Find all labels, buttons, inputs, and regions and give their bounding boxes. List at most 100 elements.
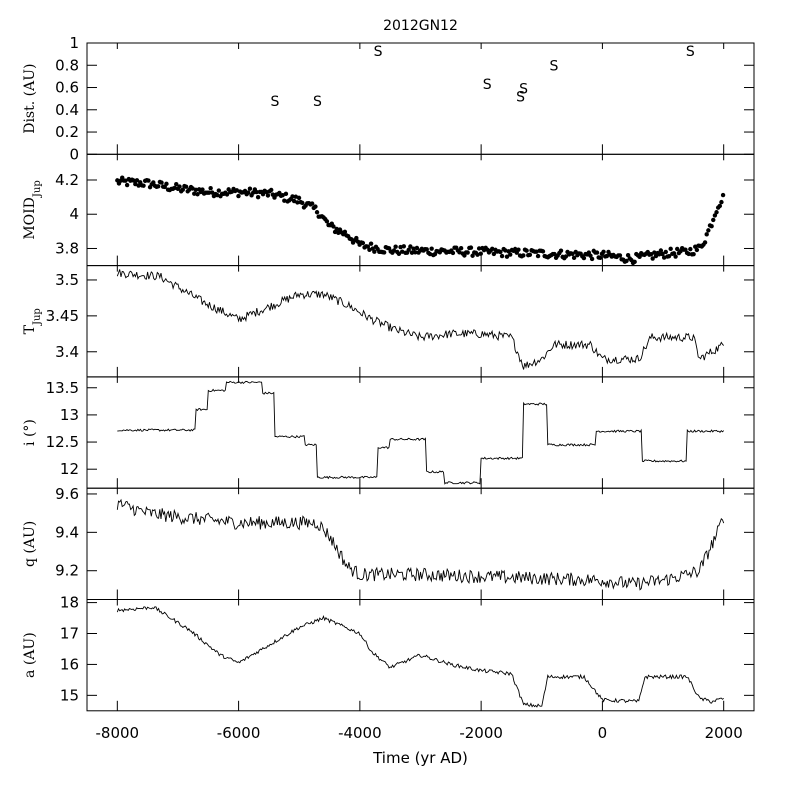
data-point: [123, 178, 128, 183]
data-point: [504, 254, 510, 259]
data-point: [331, 224, 336, 229]
data-point: [465, 250, 470, 255]
data-point: [524, 248, 529, 253]
data-point-marker: S: [374, 44, 383, 60]
panel-tjup: 3.4 3.45 3.5 TJup: [22, 265, 755, 378]
data-point: [206, 190, 212, 195]
data-point: [714, 210, 719, 215]
y-axis-title-subscript: Jup: [32, 308, 43, 326]
data-point: [216, 188, 222, 193]
data-point: [470, 253, 475, 258]
y-tick-label: 0.2: [55, 123, 79, 141]
data-point: [663, 249, 668, 255]
data-point: [570, 251, 575, 257]
data-point-marker: S: [549, 58, 558, 74]
data-point: [458, 246, 464, 251]
data-point: [195, 192, 200, 197]
data-point: [414, 245, 420, 251]
data-point: [381, 250, 387, 255]
y-tick-label: 1: [69, 34, 79, 52]
series-line: [116, 498, 725, 591]
data-point: [625, 253, 631, 258]
data-point: [200, 187, 205, 192]
data-point: [720, 192, 726, 198]
y-tick-label: 0.6: [55, 79, 79, 97]
data-point: [683, 247, 688, 252]
data-point: [521, 253, 526, 258]
data-point: [675, 246, 680, 252]
y-axis-title: Dist. (AU): [22, 64, 38, 134]
data-point: [709, 224, 714, 229]
data-point: [589, 256, 595, 262]
data-point: [476, 246, 482, 251]
y-axis-title: a (AU): [22, 632, 38, 678]
data-point: [131, 178, 136, 183]
data-point: [124, 182, 130, 188]
data-point: [527, 252, 533, 257]
data-point: [571, 255, 577, 261]
data-point: [516, 247, 521, 252]
data-point: [290, 194, 295, 199]
data-point: [650, 256, 655, 261]
data-point-marker: S: [519, 82, 528, 98]
data-point: [255, 195, 261, 200]
data-point: [660, 251, 665, 257]
data-point-marker: S: [271, 94, 280, 110]
data-point-marker: S: [483, 77, 492, 93]
data-point: [668, 246, 673, 252]
y-tick-label: 16: [60, 655, 79, 673]
data-point: [300, 200, 305, 206]
data-point: [295, 200, 300, 205]
data-point: [313, 204, 318, 209]
data-point: [354, 235, 359, 241]
data-point: [704, 232, 709, 237]
data-point: [673, 254, 678, 259]
data-point: [617, 253, 623, 258]
data-point: [224, 192, 230, 197]
y-axis-title-subscript: Jup: [32, 180, 43, 198]
data-point: [429, 246, 434, 251]
data-point: [601, 249, 606, 254]
data-point: [632, 259, 637, 265]
data-point: [413, 250, 418, 255]
x-tick-label: -2000: [459, 724, 503, 742]
data-point: [246, 190, 251, 195]
data-point: [180, 187, 186, 192]
data-point: [156, 184, 161, 189]
data-point: [247, 186, 253, 191]
y-axis-title: MOIDJup: [22, 180, 43, 239]
y-tick-label: 13: [60, 406, 79, 424]
data-point: [134, 178, 140, 183]
data-point: [151, 180, 156, 185]
data-point: [688, 246, 693, 252]
data-point: [499, 253, 505, 259]
data-point: [686, 251, 691, 257]
data-point: [637, 254, 642, 260]
data-point: [450, 250, 456, 256]
data-point: [658, 248, 664, 253]
data-point: [498, 249, 503, 255]
data-point: [314, 210, 320, 215]
panel-frame: [86, 599, 755, 712]
data-point: [411, 246, 416, 251]
data-point: [717, 203, 723, 209]
series-line: [117, 380, 725, 485]
x-tick-label: -4000: [338, 724, 382, 742]
x-axis-title: Time (yr AD): [372, 749, 468, 767]
data-point: [393, 244, 398, 249]
data-point: [193, 187, 199, 193]
data-point: [141, 183, 146, 188]
data-point: [588, 253, 593, 258]
data-point: [174, 182, 179, 187]
panel-incl: 12 12.5 13 13.5 i (°): [22, 376, 755, 489]
x-tick-label: -8000: [96, 724, 140, 742]
data-point-marker: S: [686, 44, 695, 60]
data-point: [309, 201, 315, 206]
data-point: [254, 189, 259, 195]
data-point: [159, 180, 164, 185]
data-point: [269, 187, 274, 193]
data-point: [236, 193, 241, 199]
